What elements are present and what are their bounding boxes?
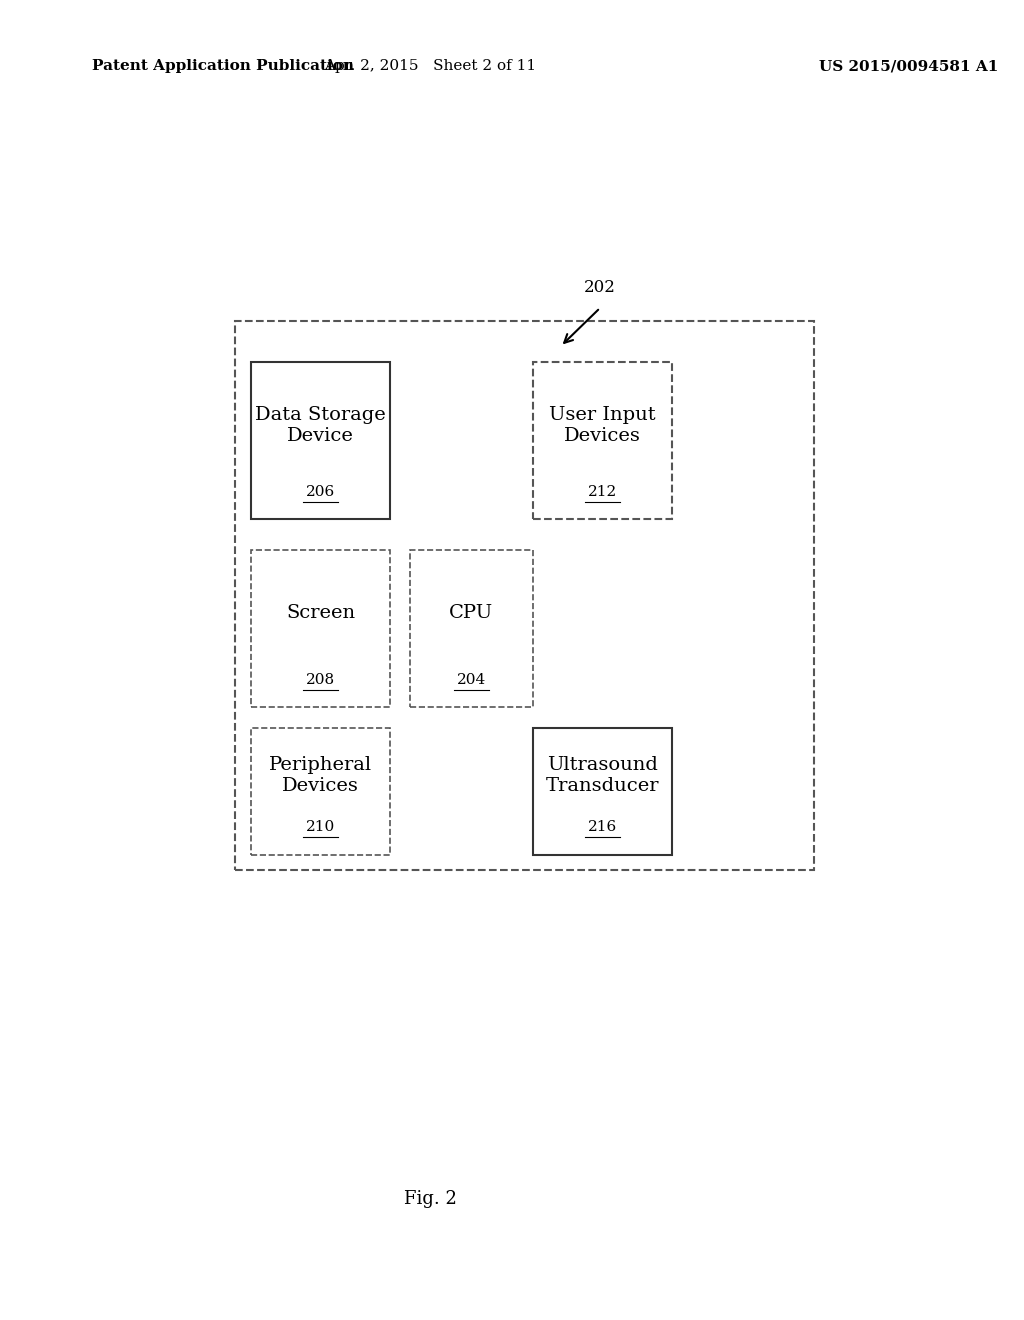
- Text: US 2015/0094581 A1: US 2015/0094581 A1: [819, 59, 998, 74]
- Text: 210: 210: [306, 820, 335, 834]
- Text: Ultrasound
Transducer: Ultrasound Transducer: [546, 756, 658, 795]
- Text: User Input
Devices: User Input Devices: [549, 405, 655, 445]
- FancyBboxPatch shape: [251, 727, 390, 854]
- FancyBboxPatch shape: [532, 362, 672, 519]
- FancyBboxPatch shape: [236, 321, 814, 870]
- Text: Peripheral
Devices: Peripheral Devices: [269, 756, 372, 795]
- FancyBboxPatch shape: [410, 549, 532, 708]
- FancyBboxPatch shape: [532, 727, 672, 854]
- Text: 202: 202: [585, 279, 616, 296]
- Text: CPU: CPU: [450, 605, 494, 622]
- Text: Data Storage
Device: Data Storage Device: [255, 405, 386, 445]
- Text: 206: 206: [306, 484, 335, 499]
- Text: Screen: Screen: [286, 605, 355, 622]
- FancyBboxPatch shape: [251, 549, 390, 708]
- Text: 216: 216: [588, 820, 616, 834]
- Text: Fig. 2: Fig. 2: [403, 1189, 457, 1208]
- Text: 212: 212: [588, 484, 616, 499]
- Text: Patent Application Publication: Patent Application Publication: [92, 59, 354, 74]
- Text: 204: 204: [457, 673, 485, 686]
- Text: 208: 208: [306, 673, 335, 686]
- FancyBboxPatch shape: [251, 362, 390, 519]
- Text: Apr. 2, 2015   Sheet 2 of 11: Apr. 2, 2015 Sheet 2 of 11: [324, 59, 537, 74]
